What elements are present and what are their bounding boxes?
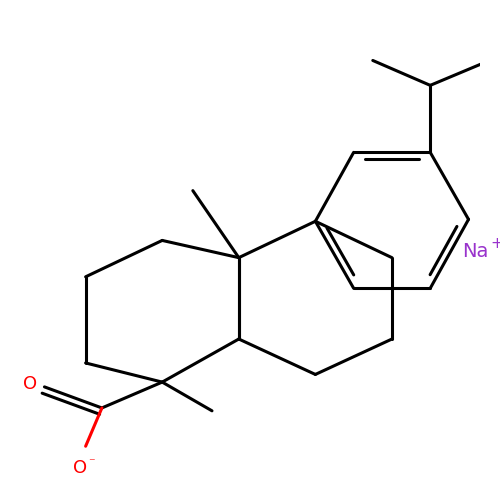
- Text: +: +: [490, 236, 500, 251]
- Text: O: O: [23, 375, 37, 393]
- Text: Na: Na: [462, 242, 488, 262]
- Text: ⁻: ⁻: [88, 456, 95, 469]
- Text: O: O: [73, 460, 87, 477]
